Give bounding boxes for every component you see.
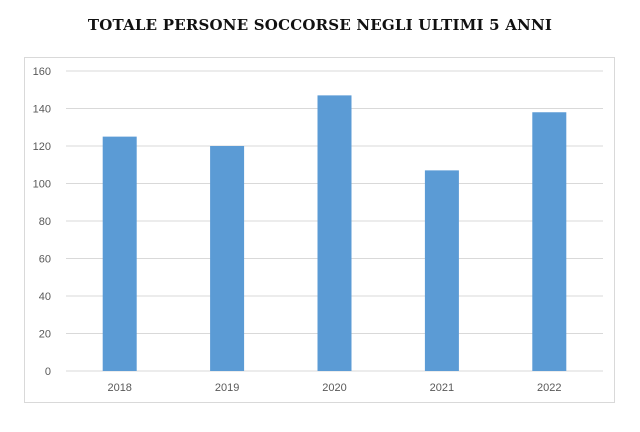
y-tick-label-80: 80: [39, 216, 51, 228]
bar-2019: [210, 146, 245, 371]
y-tick-label-60: 60: [39, 254, 51, 266]
y-tick-label-160: 160: [33, 66, 51, 78]
x-tick-label-2020: 2020: [322, 382, 346, 394]
y-tick-label-120: 120: [33, 141, 51, 153]
bar-2021: [424, 170, 459, 371]
y-tick-label-100: 100: [33, 179, 51, 191]
x-tick-label-2018: 2018: [107, 382, 131, 394]
bar-2022: [532, 112, 567, 371]
bar-2018: [102, 136, 137, 371]
y-tick-label-0: 0: [45, 366, 51, 378]
x-tick-label-2022: 2022: [537, 382, 561, 394]
x-tick-label-2019: 2019: [215, 382, 239, 394]
y-tick-label-40: 40: [39, 291, 51, 303]
chart-title: TOTALE PERSONE SOCCORSE NEGLI ULTIMI 5 A…: [87, 16, 553, 34]
bar-2020: [317, 95, 352, 371]
y-tick-label-20: 20: [39, 329, 51, 341]
x-tick-label-2021: 2021: [430, 382, 454, 394]
y-tick-label-140: 140: [33, 104, 51, 116]
